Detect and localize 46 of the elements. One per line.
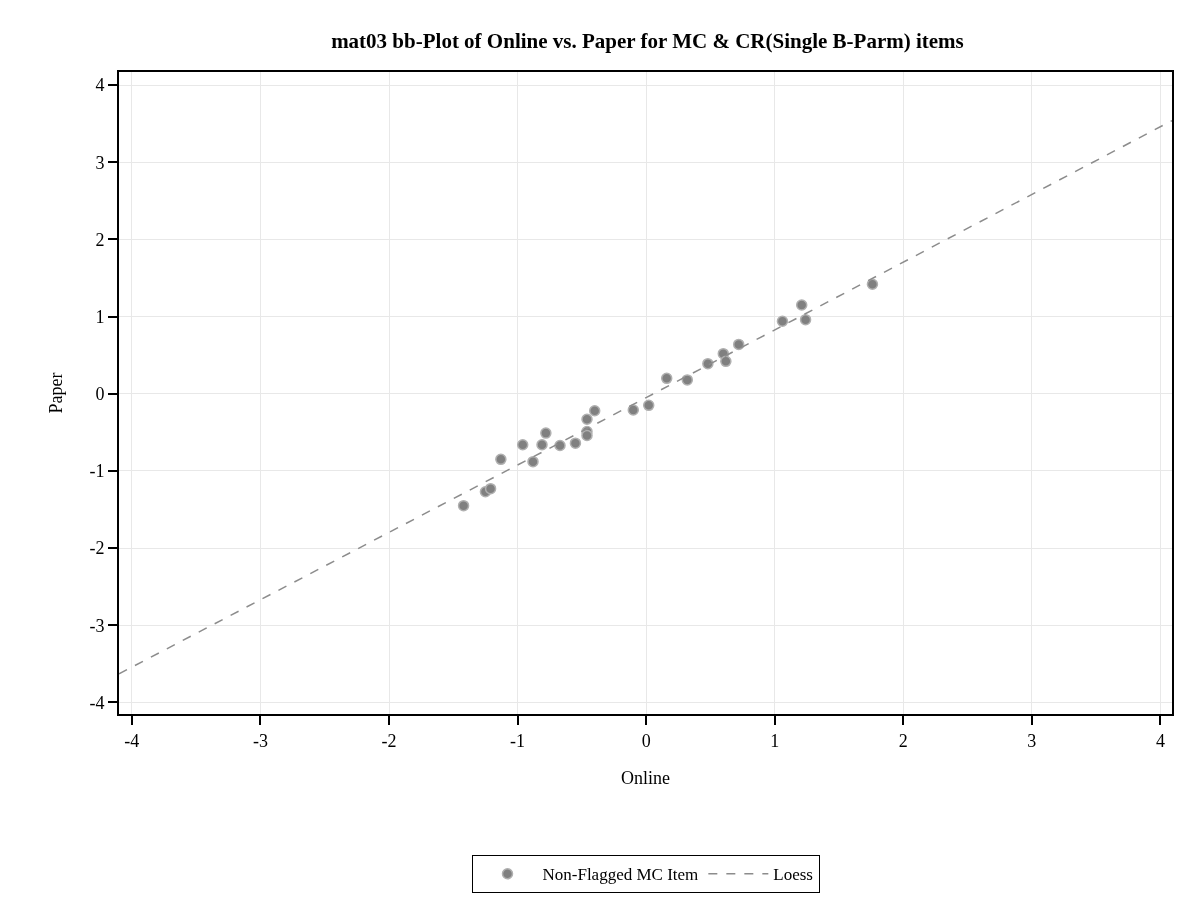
y-tick-label: 1 [95, 306, 105, 327]
legend-label: Non-Flagged MC Item [542, 865, 699, 885]
point [799, 313, 812, 326]
point [732, 338, 745, 351]
point [527, 455, 539, 468]
point [795, 299, 808, 311]
x-tick-label: -2 [381, 730, 397, 751]
x-tick-label: -4 [124, 730, 140, 751]
y-axis-title: Paper [46, 372, 67, 414]
point [627, 404, 640, 416]
y-tick-label: -3 [89, 615, 105, 636]
legend-label: Loess [773, 865, 813, 885]
y-tick-label: 2 [95, 229, 105, 250]
x-tick-label: -3 [252, 730, 268, 751]
point [484, 482, 497, 495]
point [554, 439, 566, 452]
y-tick-label: -4 [89, 692, 105, 713]
point [660, 372, 673, 385]
point [681, 374, 694, 386]
point [588, 405, 601, 417]
x-tick-label: 1 [770, 730, 780, 751]
point [642, 399, 655, 412]
point [702, 357, 714, 370]
point [776, 315, 789, 327]
point [720, 355, 732, 368]
point [495, 453, 507, 466]
point [516, 438, 529, 451]
y-tick-label: -1 [89, 461, 105, 482]
point [866, 278, 879, 290]
point [540, 427, 552, 439]
point [581, 429, 593, 442]
x-tick-label: -1 [510, 730, 526, 751]
y-tick-label: 0 [95, 384, 105, 405]
point [536, 438, 548, 451]
y-tick-label: 4 [95, 75, 105, 96]
chart-title: mat03 bb-Plot of Online vs. Paper for MC & CR(Single B-Parm) items [331, 29, 964, 54]
y-tick-label: 3 [95, 152, 105, 173]
point [457, 499, 470, 512]
x-tick-label: 2 [898, 730, 908, 751]
x-tick-label: 4 [1155, 730, 1165, 751]
y-tick-label: -2 [89, 538, 105, 559]
x-tick-label: 0 [641, 730, 651, 751]
point [569, 437, 582, 449]
x-tick-label: 3 [1027, 730, 1037, 751]
x-axis-title: Online [621, 768, 670, 789]
point [581, 413, 593, 425]
